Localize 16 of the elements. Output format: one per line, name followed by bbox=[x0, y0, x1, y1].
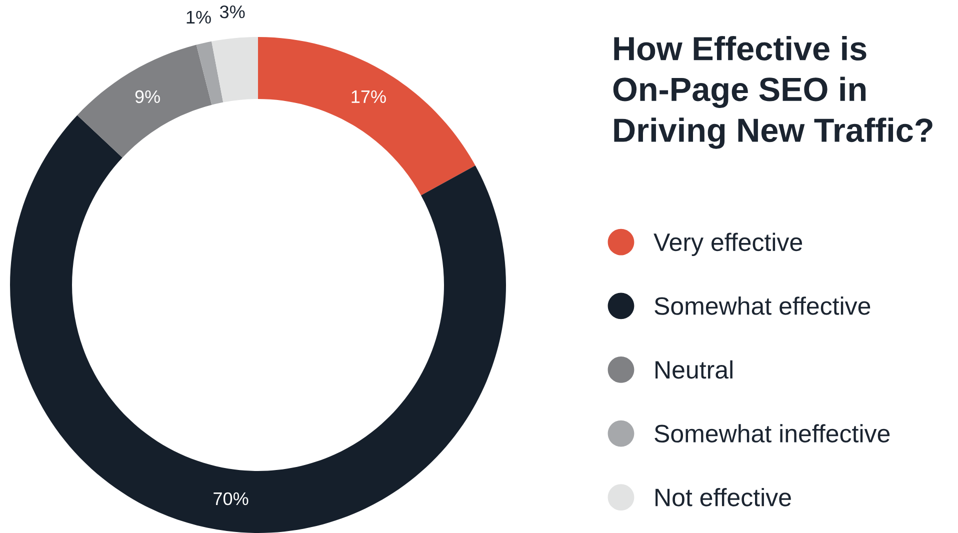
donut-slice bbox=[196, 41, 224, 105]
data-label: 17% bbox=[352, 90, 386, 103]
legend-label: Somewhat effective bbox=[654, 296, 870, 315]
legend-label: Very effective bbox=[654, 232, 802, 256]
data-label: 70% bbox=[214, 492, 248, 506]
donut-slice bbox=[10, 115, 506, 533]
legend-label: Not effective bbox=[656, 488, 791, 506]
data-label: 3% bbox=[220, 5, 245, 18]
donut-slice bbox=[212, 37, 258, 102]
data-label: 1% bbox=[186, 10, 211, 24]
legend-label: Somewhat ineffective bbox=[654, 424, 890, 443]
donut-slice bbox=[77, 44, 212, 158]
legend-label: Neutral bbox=[656, 360, 732, 379]
text: How Effective is On-Page SEO in Driving New Traffic? bbox=[613, 36, 932, 149]
data-label: 9% bbox=[135, 90, 160, 104]
donut-slice bbox=[258, 37, 476, 196]
